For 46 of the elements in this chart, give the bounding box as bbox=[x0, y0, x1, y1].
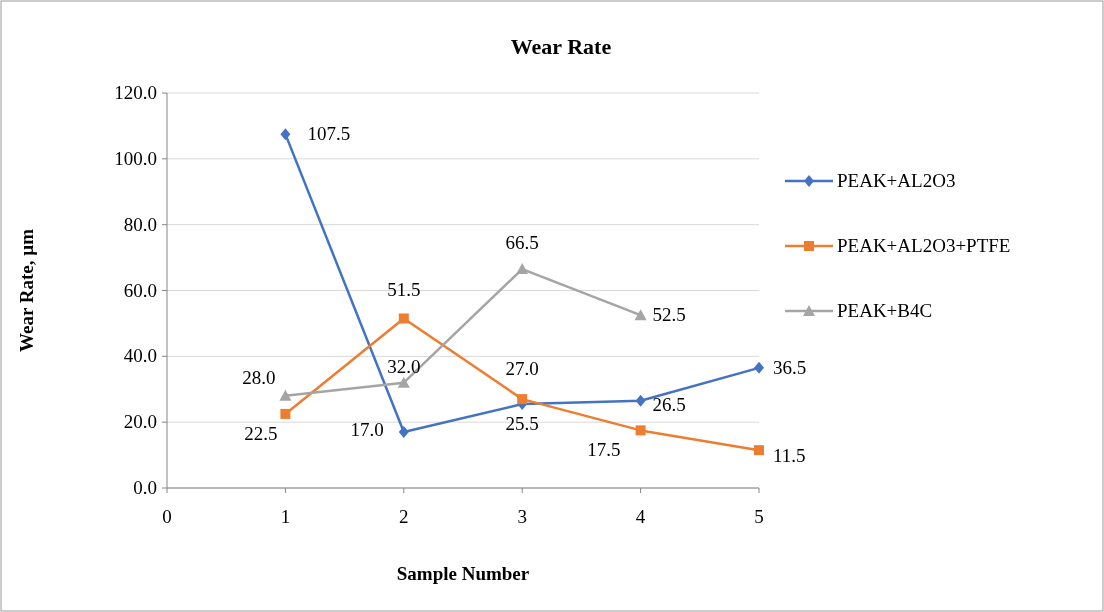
data-label: 22.5 bbox=[244, 422, 278, 444]
data-label: 27.0 bbox=[505, 358, 539, 380]
point bbox=[517, 394, 528, 405]
legend-label: PEAK+B4C bbox=[837, 300, 933, 321]
y-axis-title: Wear Rate, µm bbox=[16, 228, 37, 352]
point bbox=[280, 408, 291, 419]
data-label: 25.5 bbox=[505, 413, 539, 435]
data-label: 17.0 bbox=[350, 419, 384, 441]
data-label: 66.5 bbox=[505, 232, 539, 254]
point bbox=[754, 361, 764, 374]
chart-title: Wear Rate bbox=[510, 34, 612, 59]
y-tick-label: 80.0 bbox=[123, 213, 157, 235]
point bbox=[635, 425, 646, 436]
point bbox=[397, 376, 410, 388]
data-label: 52.5 bbox=[652, 304, 686, 326]
x-tick-label: 2 bbox=[399, 506, 409, 527]
data-label: 28.0 bbox=[242, 366, 276, 388]
data-label: 26.5 bbox=[652, 393, 686, 415]
data-label: 36.5 bbox=[773, 356, 807, 378]
data-label: 51.5 bbox=[387, 279, 421, 301]
data-label: 107.5 bbox=[307, 123, 351, 145]
x-tick-label: 5 bbox=[754, 506, 764, 527]
point bbox=[398, 426, 409, 439]
data-label: 11.5 bbox=[773, 445, 806, 467]
point bbox=[516, 263, 529, 275]
point bbox=[279, 389, 292, 401]
x-tick-label: 0 bbox=[162, 506, 172, 527]
x-tick-label: 1 bbox=[280, 506, 291, 527]
legend-label: PEAK+AL2O3+PTFE bbox=[837, 235, 1011, 256]
point bbox=[280, 128, 291, 141]
y-tick-label: 100.0 bbox=[114, 147, 157, 169]
data-label: 17.5 bbox=[587, 439, 621, 461]
y-tick-label: 20.0 bbox=[123, 411, 157, 433]
x-tick-label: 3 bbox=[517, 506, 527, 527]
x-tick-label: 4 bbox=[635, 506, 646, 527]
point bbox=[634, 309, 647, 321]
y-tick-label: 40.0 bbox=[123, 345, 157, 367]
data-label: 32.0 bbox=[387, 355, 421, 377]
point bbox=[398, 313, 409, 324]
y-tick-label: 60.0 bbox=[123, 279, 157, 301]
y-tick-label: 0.0 bbox=[133, 477, 157, 498]
x-axis-title: Sample Number bbox=[396, 563, 530, 584]
y-tick-label: 120.0 bbox=[114, 82, 157, 103]
point bbox=[754, 445, 764, 456]
legend-label: PEAK+AL2O3 bbox=[837, 170, 956, 191]
point bbox=[635, 394, 646, 407]
